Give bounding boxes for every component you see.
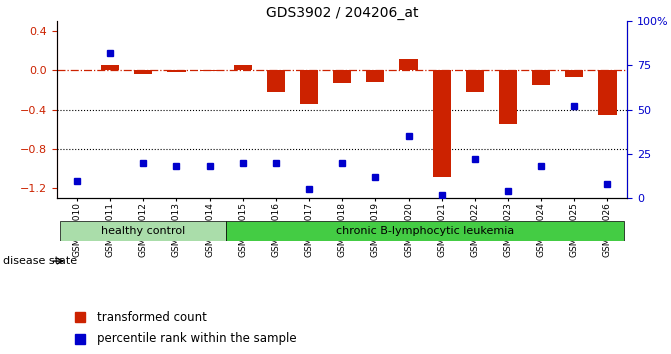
Bar	[167, 70, 185, 72]
Bar	[60, 221, 226, 241]
Bar	[300, 70, 318, 104]
Bar	[599, 70, 617, 115]
Bar	[101, 65, 119, 70]
Bar	[267, 70, 285, 92]
Bar	[134, 70, 152, 74]
Bar	[399, 59, 417, 70]
Bar	[433, 70, 451, 177]
Bar	[565, 70, 584, 77]
Text: healthy control: healthy control	[101, 226, 185, 236]
Bar	[366, 70, 384, 82]
Text: chronic B-lymphocytic leukemia: chronic B-lymphocytic leukemia	[336, 226, 514, 236]
Bar	[226, 221, 624, 241]
Bar	[201, 70, 219, 72]
Text: percentile rank within the sample: percentile rank within the sample	[97, 332, 297, 346]
Bar	[466, 70, 484, 92]
Text: disease state: disease state	[3, 256, 77, 266]
Bar	[532, 70, 550, 85]
Title: GDS3902 / 204206_at: GDS3902 / 204206_at	[266, 6, 419, 20]
Bar	[333, 70, 352, 83]
Bar	[234, 65, 252, 70]
Text: transformed count: transformed count	[97, 311, 207, 324]
Bar	[499, 70, 517, 125]
